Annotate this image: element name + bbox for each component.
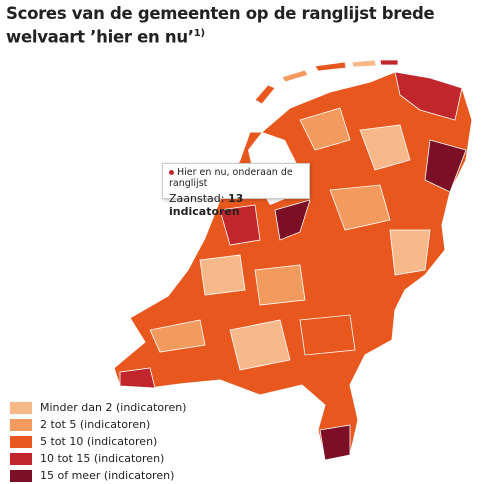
legend-item: 2 tot 5 (indicatoren) (10, 416, 186, 433)
title-text: Scores van de gemeenten op de ranglijst … (6, 4, 435, 47)
legend-label: 10 tot 15 (indicatoren) (40, 452, 165, 465)
tooltip-score: 13 indicatoren (169, 192, 244, 218)
legend-swatch (10, 435, 32, 448)
legend-swatch (10, 401, 32, 414)
tooltip-heading: Hier en nu, onderaan de ranglijst (169, 167, 293, 189)
legend-item: 5 tot 10 (indicatoren) (10, 433, 186, 450)
footnote-mark: 1) (193, 28, 205, 39)
legend-swatch (10, 452, 32, 465)
tooltip-municipality: Zaanstad: (169, 192, 225, 205)
legend-label: 5 tot 10 (indicatoren) (40, 435, 158, 448)
legend-swatch (10, 469, 32, 482)
tooltip: Hier en nu, onderaan de ranglijst Zaanst… (162, 163, 310, 218)
legend-item: 15 of meer (indicatoren) (10, 467, 186, 484)
legend-item: 10 tot 15 (indicatoren) (10, 450, 186, 467)
legend-label: 15 of meer (indicatoren) (40, 469, 175, 482)
legend-label: Minder dan 2 (indicatoren) (40, 401, 187, 414)
title: Scores van de gemeenten op de ranglijst … (6, 4, 496, 48)
legend-label: 2 tot 5 (indicatoren) (40, 418, 151, 431)
legend-swatch (10, 418, 32, 431)
legend-item: Minder dan 2 (indicatoren) (10, 399, 186, 416)
legend: Minder dan 2 (indicatoren) 2 tot 5 (indic… (10, 399, 186, 484)
